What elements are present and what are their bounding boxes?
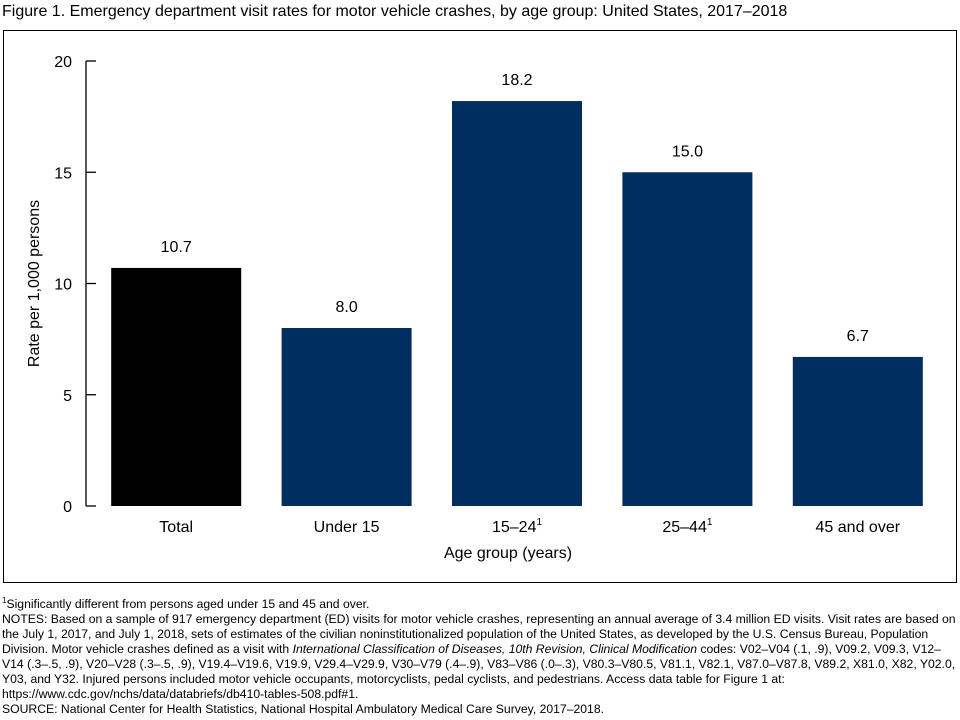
- x-tick-superscript: 1: [707, 517, 713, 528]
- bar: [622, 172, 753, 506]
- bar: [452, 101, 582, 507]
- footnote-marker: 1: [2, 595, 7, 605]
- x-tick-label: 15–241: [492, 517, 543, 536]
- bar: [281, 328, 412, 506]
- x-tick-superscript: 1: [536, 517, 542, 528]
- chart-frame: [3, 30, 957, 583]
- x-tick-label: Under 15: [314, 519, 380, 536]
- y-tick-label: 5: [63, 388, 72, 405]
- figure-notes: 1Significantly different from persons ag…: [2, 595, 958, 717]
- bar-value-label: 6.7: [847, 328, 869, 345]
- y-tick-label: 15: [54, 165, 72, 182]
- notes-paragraph: NOTES: Based on a sample of 917 emergenc…: [2, 612, 958, 702]
- notes-italic-text: International Classification of Diseases…: [292, 642, 698, 656]
- notes-text-2: codes: V02–V04 (.1, .9), V09.2, V09.3, V…: [2, 642, 956, 701]
- x-axis-title: Age group (years): [444, 545, 572, 562]
- y-axis-title: Rate per 1,000 persons: [26, 200, 43, 367]
- bar-value-label: 8.0: [335, 299, 357, 316]
- x-tick-label: 25–441: [662, 517, 713, 536]
- source-line: SOURCE: National Center for Health Stati…: [2, 702, 604, 716]
- figure-title: Figure 1. Emergency department visit rat…: [2, 3, 788, 20]
- y-tick-label: 10: [54, 277, 72, 294]
- y-tick-label: 20: [54, 54, 72, 71]
- x-tick-label: 45 and over: [816, 519, 901, 536]
- bar-value-label: 15.0: [672, 143, 703, 160]
- y-tick-label: 0: [63, 499, 72, 516]
- bar-chart: 0 5 10 15 20 Rate per 1,000 persons 10.7 Total 8…: [26, 54, 923, 562]
- footnote-text: Significantly different from persons age…: [6, 597, 370, 611]
- x-tick-label: Total: [159, 519, 193, 536]
- bar: [792, 356, 923, 506]
- bar-value-label: 18.2: [501, 72, 532, 89]
- footnote: 1Significantly different from persons ag…: [2, 595, 958, 612]
- notes-text-1: NOTES: Based on a sample of 917 emergenc…: [2, 612, 956, 656]
- bar: [111, 267, 242, 506]
- bar-value-label: 10.7: [161, 239, 192, 256]
